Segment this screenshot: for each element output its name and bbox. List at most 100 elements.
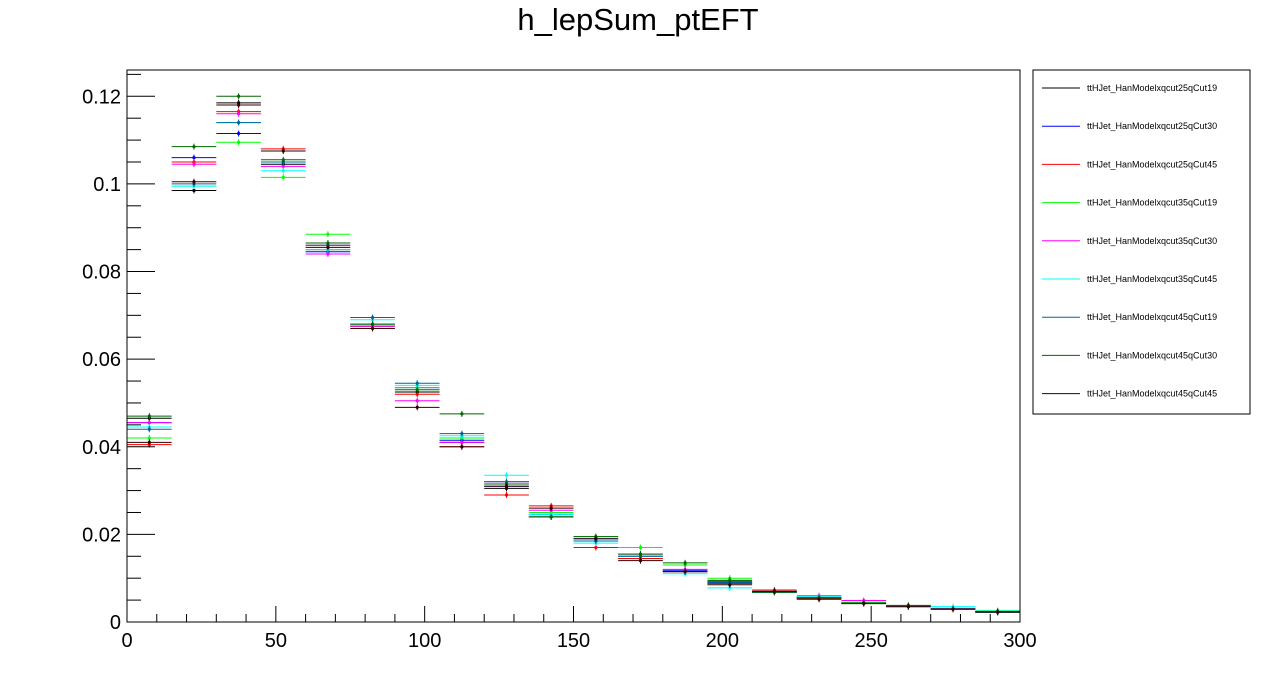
data-point (192, 180, 196, 184)
bin-mark (662, 568, 708, 575)
data-point (728, 586, 732, 590)
bin-mark (216, 119, 261, 126)
data-point (415, 388, 419, 392)
legend-label: ttHJet_HanModelxqcut35qCut30 (1087, 236, 1217, 246)
data-point (460, 432, 464, 436)
data-point (638, 559, 643, 563)
data-point (281, 175, 285, 179)
data-point (683, 561, 687, 565)
data-point (906, 605, 910, 609)
bin-mark (439, 443, 485, 450)
data-point (460, 440, 464, 444)
bin-mark (127, 426, 172, 433)
y-tick-label: 0.08 (82, 262, 121, 284)
data-point (281, 164, 285, 168)
legend-entry: ttHJet_HanModelxqcut45qCut45 (1042, 389, 1217, 399)
bin-mark (573, 535, 619, 542)
data-point (192, 156, 196, 160)
x-tick-label: 200 (706, 630, 739, 652)
data-point (326, 245, 330, 250)
bin-mark (439, 430, 485, 437)
bin-mark (171, 178, 217, 185)
bin-mark (305, 231, 351, 238)
legend-label: ttHJet_HanModelxqcut35qCut19 (1087, 198, 1217, 208)
series-6 (127, 119, 1020, 615)
bin-mark (127, 439, 172, 446)
bin-mark (618, 544, 663, 551)
bin-mark (618, 551, 663, 558)
legend-label: ttHJet_HanModelxqcut45qCut45 (1087, 389, 1217, 399)
x-tick-label: 250 (854, 630, 887, 652)
data-point (147, 436, 151, 440)
legend-entry: ttHJet_HanModelxqcut25qCut45 (1042, 159, 1217, 169)
data-point (415, 392, 419, 396)
data-point (996, 610, 1000, 614)
bin-mark (484, 472, 529, 479)
data-point (370, 315, 375, 320)
bin-mark (171, 143, 217, 150)
legend-label: ttHJet_HanModelxqcut25qCut30 (1087, 121, 1217, 131)
data-point (147, 414, 151, 418)
data-point (326, 241, 330, 245)
y-tick-label: 0.04 (82, 437, 121, 459)
bin-mark (260, 156, 306, 163)
bin-mark (707, 581, 753, 588)
bin-mark (439, 410, 485, 417)
legend-label: ttHJet_HanModelxqcut45qCut19 (1087, 312, 1217, 322)
data-point (237, 94, 241, 98)
bin-mark (841, 600, 887, 607)
legend-label: ttHJet_HanModelxqcut25qCut45 (1087, 159, 1217, 169)
bin-mark (216, 139, 261, 146)
bin-mark (618, 557, 663, 564)
bin-mark (752, 588, 797, 595)
data-point (147, 440, 151, 444)
legend-entry: ttHJet_HanModelxqcut45qCut19 (1042, 312, 1217, 322)
data-point (237, 131, 241, 136)
bin-mark (216, 130, 261, 137)
data-point (370, 322, 375, 326)
data-point (237, 103, 241, 107)
data-point (638, 552, 643, 556)
series-7 (127, 119, 1020, 615)
data-point (594, 545, 598, 550)
x-tick-label: 300 (1003, 630, 1036, 652)
y-tick-label: 0.12 (82, 86, 121, 108)
y-tick-label: 0 (110, 612, 121, 634)
data-point (549, 515, 553, 519)
data-point (192, 188, 196, 193)
bin-mark (528, 513, 574, 520)
legend-entry: ttHJet_HanModelxqcut25qCut30 (1042, 121, 1217, 131)
data-point (504, 493, 509, 497)
data-point (594, 537, 598, 541)
data-point (147, 427, 151, 431)
x-tick-label: 0 (121, 630, 132, 652)
data-point (728, 578, 732, 582)
bin-mark (260, 148, 306, 155)
bin-mark (216, 93, 261, 100)
legend-entry: ttHJet_HanModelxqcut35qCut19 (1042, 198, 1217, 208)
bin-mark (305, 244, 351, 251)
data-point (460, 445, 464, 449)
bin-mark (528, 505, 574, 512)
axis-layer: 0 50 100 150 200 250 300 0 0.02 0.04 0.06 0.08 0.1 0.… (82, 73, 1037, 652)
series-9 (127, 102, 1020, 615)
legend-box (1032, 69, 1251, 415)
legend-label: ttHJet_HanModelxqcut35qCut45 (1087, 274, 1217, 284)
legend-entry: ttHJet_HanModelxqcut45qCut30 (1042, 350, 1217, 360)
data-point (281, 149, 285, 153)
bin-mark (350, 314, 395, 321)
bin-mark (796, 596, 842, 603)
data-point (237, 112, 241, 116)
legend-entry: ttHJet_HanModelxqcut25qCut19 (1042, 83, 1217, 93)
bin-mark (127, 413, 172, 420)
series-8 (127, 93, 1020, 615)
bin-mark (394, 380, 440, 387)
y-tick-label: 0.1 (93, 174, 121, 196)
y-tick-label: 0.06 (82, 349, 121, 371)
data-point (460, 412, 464, 416)
bin-mark (394, 397, 440, 404)
data-point (817, 597, 821, 601)
data-point (281, 169, 285, 173)
bin-mark (394, 386, 440, 393)
y-tick-label: 0.02 (82, 524, 121, 546)
